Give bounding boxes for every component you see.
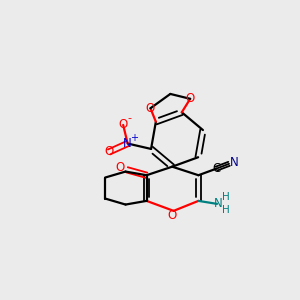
Text: N: N (123, 137, 132, 150)
Text: O: O (146, 102, 155, 115)
Text: O: O (167, 209, 177, 222)
Text: -: - (128, 113, 132, 123)
Text: C: C (212, 162, 220, 175)
Text: O: O (104, 146, 114, 158)
Text: N: N (214, 197, 223, 210)
Text: O: O (186, 92, 195, 105)
Text: +: + (130, 133, 138, 142)
Text: H: H (222, 206, 230, 215)
Text: O: O (116, 161, 125, 174)
Text: O: O (118, 118, 128, 131)
Text: N: N (230, 156, 239, 169)
Text: H: H (222, 192, 230, 202)
